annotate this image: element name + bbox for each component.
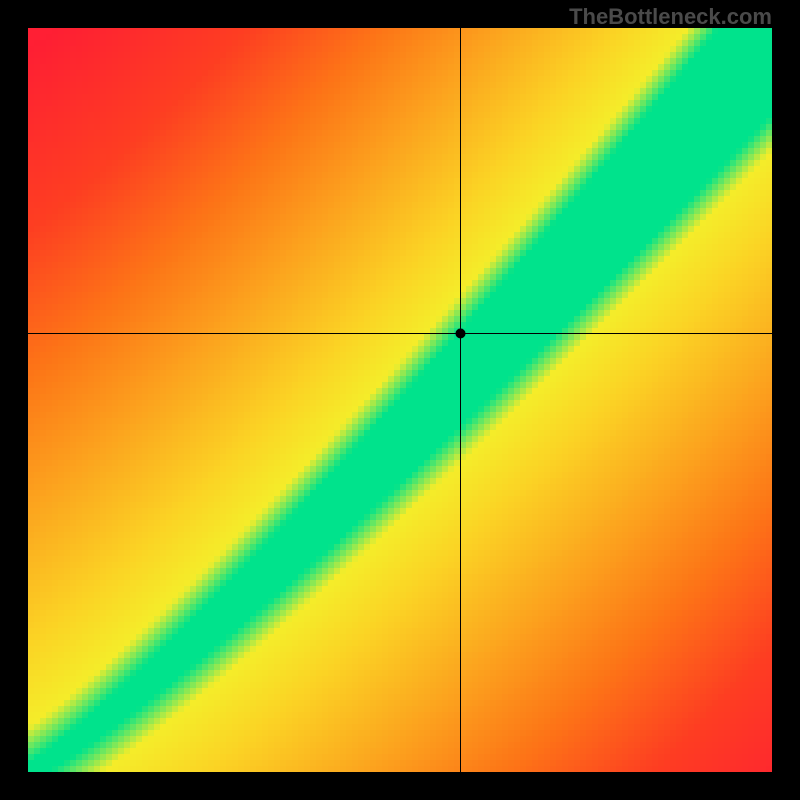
watermark-text: TheBottleneck.com	[569, 4, 772, 30]
heatmap-canvas	[28, 28, 772, 772]
heatmap-plot	[28, 28, 772, 772]
chart-container: TheBottleneck.com	[0, 0, 800, 800]
